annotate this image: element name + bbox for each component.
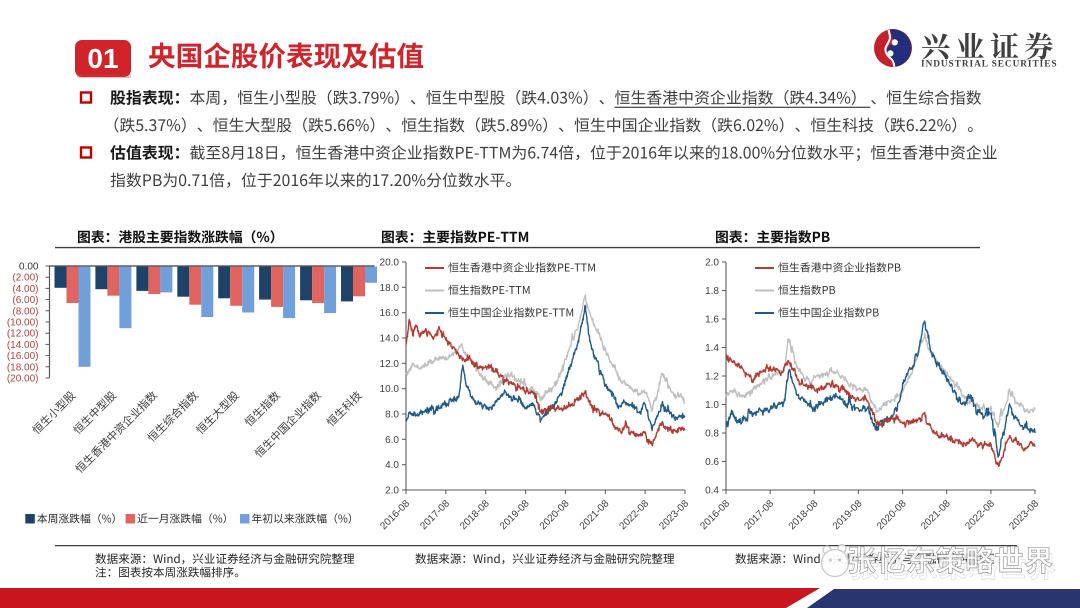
svg-text:(8.00): (8.00): [12, 306, 38, 317]
svg-text:(16.00): (16.00): [7, 351, 39, 362]
svg-text:2.0: 2.0: [385, 486, 399, 497]
svg-text:INDUSTRIAL SECURITIES: INDUSTRIAL SECURITIES: [921, 60, 1057, 70]
svg-text:16.0: 16.0: [380, 308, 400, 319]
svg-text:10.0: 10.0: [380, 384, 400, 395]
svg-text:0.6: 0.6: [705, 457, 719, 468]
svg-text:0.8: 0.8: [705, 429, 719, 440]
svg-text:(14.00): (14.00): [7, 340, 39, 351]
svg-text:1.8: 1.8: [705, 286, 719, 297]
svg-text:0.4: 0.4: [705, 486, 719, 497]
svg-text:(20.00): (20.00): [7, 374, 39, 385]
svg-text:0.00: 0.00: [19, 262, 39, 273]
svg-text:4.0: 4.0: [385, 460, 399, 471]
svg-text:1.0: 1.0: [705, 400, 719, 411]
svg-text:(10.00): (10.00): [7, 318, 39, 329]
svg-text:(4.00): (4.00): [12, 284, 38, 295]
svg-text:(12.00): (12.00): [7, 329, 39, 340]
svg-text:2.0: 2.0: [705, 258, 719, 269]
svg-text:1.4: 1.4: [705, 343, 719, 354]
svg-text:(6.00): (6.00): [12, 295, 38, 306]
svg-text:12.0: 12.0: [380, 359, 400, 370]
svg-text:20.0: 20.0: [380, 258, 400, 269]
svg-text:6.0: 6.0: [385, 435, 399, 446]
svg-text:8.0: 8.0: [385, 410, 399, 421]
svg-text:(2.00): (2.00): [12, 273, 38, 284]
svg-text:18.0: 18.0: [380, 283, 400, 294]
svg-text:01: 01: [87, 43, 118, 74]
svg-text:1.2: 1.2: [705, 372, 719, 383]
svg-text:14.0: 14.0: [380, 334, 400, 345]
svg-text:(18.00): (18.00): [7, 362, 39, 373]
svg-text:1.6: 1.6: [705, 315, 719, 326]
